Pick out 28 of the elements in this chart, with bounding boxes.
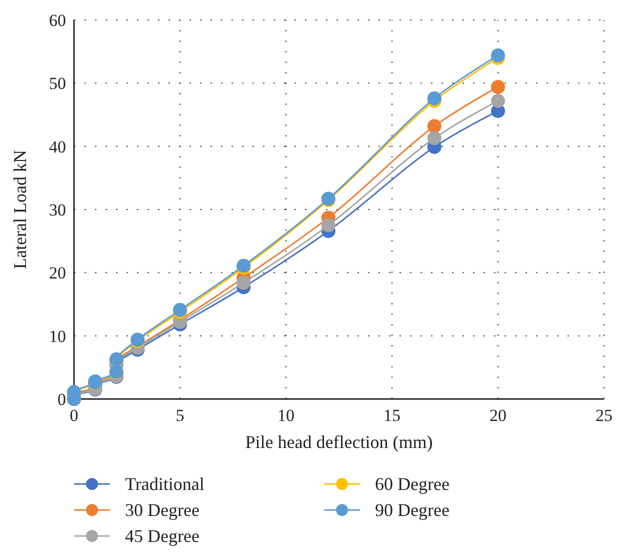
y-tick-label: 20 — [49, 264, 66, 283]
x-tick-label: 15 — [384, 406, 400, 425]
point — [427, 131, 442, 146]
y-tick-label: 60 — [49, 11, 66, 30]
x-tick-label: 20 — [490, 406, 506, 425]
x-tick-label: 5 — [176, 406, 184, 425]
point — [427, 119, 442, 134]
y-tick-label: 30 — [49, 200, 66, 220]
point — [491, 48, 505, 62]
x-tick-label: 0 — [70, 406, 78, 425]
x-axis-title: Pile head deflection (mm) — [245, 432, 433, 452]
legend-label: 90 Degree — [375, 500, 450, 520]
point — [321, 218, 336, 232]
legend-label: Traditional — [125, 474, 204, 494]
legend-label: 45 Degree — [125, 526, 200, 546]
y-axis-title: Lateral Load kN — [10, 150, 30, 269]
x-tick-label: 10 — [278, 406, 294, 425]
y-tick-label: 40 — [49, 137, 66, 156]
x-tick-label: 25 — [596, 406, 612, 425]
y-tick-label: 0 — [58, 390, 66, 409]
y-tick-label: 50 — [49, 74, 66, 94]
point — [427, 91, 442, 106]
point — [491, 94, 505, 108]
legend-label: 60 Degree — [375, 474, 450, 494]
y-tick-label: 10 — [49, 326, 66, 346]
legend-label: 30 Degree — [125, 500, 200, 520]
point — [491, 80, 505, 94]
point — [236, 276, 251, 290]
